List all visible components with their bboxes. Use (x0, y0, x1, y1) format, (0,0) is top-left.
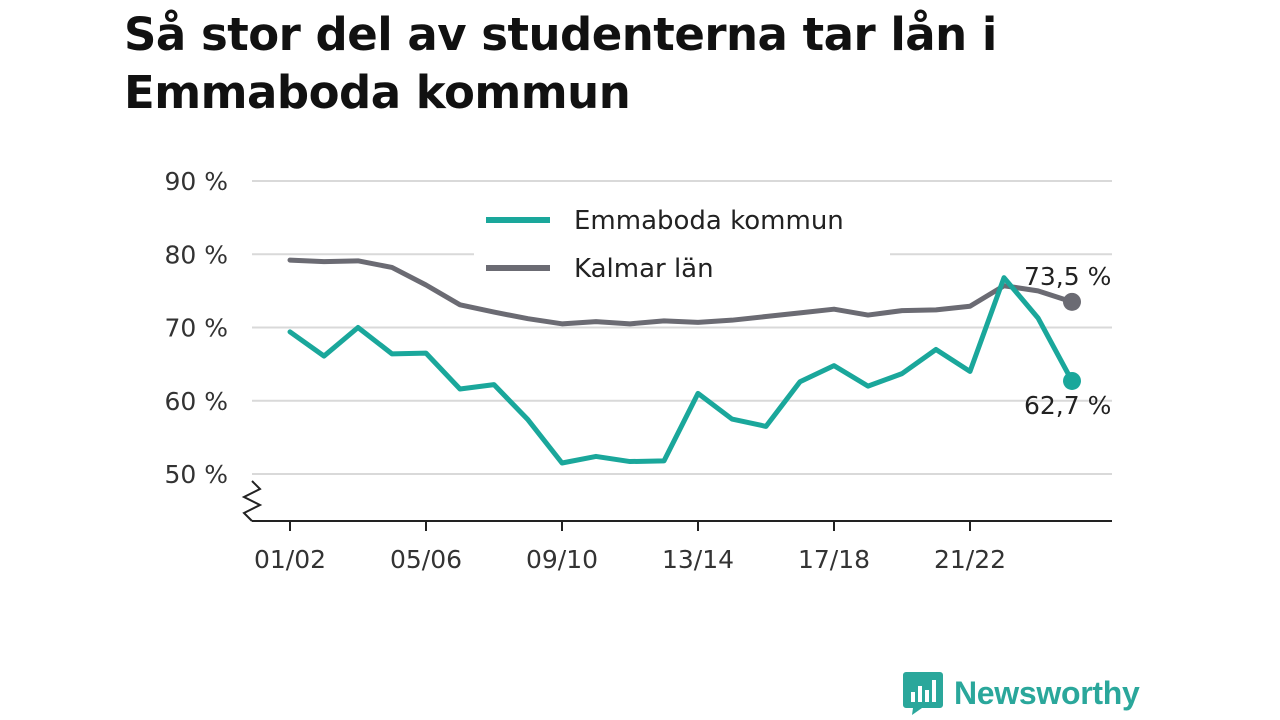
brand-name: Newsworthy (954, 674, 1140, 711)
x-tick-label: 17/18 (798, 545, 870, 574)
brand-logo: Newsworthy (902, 670, 1140, 716)
end-point (1063, 371, 1081, 390)
series-line (287, 257, 1075, 327)
axes (241, 480, 1112, 522)
x-tick-label: 01/02 (254, 545, 326, 574)
series-line (287, 275, 1075, 466)
bar-chart-speech-bubble-icon (903, 672, 943, 715)
chart-title: Så stor del av studenterna tar lån i Emm… (124, 8, 997, 119)
x-tick-label: 21/22 (934, 545, 1006, 574)
end-point (1063, 292, 1081, 311)
x-axis-ticks: 01/02 05/06 09/10 13/14 17/18 21/22 (254, 521, 1006, 574)
y-tick-label: 70 % (164, 314, 228, 343)
x-tick-label: 05/06 (390, 545, 462, 574)
gridlines (252, 180, 1112, 475)
series-lines (287, 257, 1081, 466)
axis-break-icon (241, 480, 263, 522)
legend-label: Kalmar län (574, 254, 714, 284)
end-labels: 62,7 % 73,5 % (1024, 262, 1111, 420)
legend: Emmaboda kommun Kalmar län (474, 196, 890, 292)
legend-label: Emmaboda kommun (574, 206, 844, 236)
end-value-label: 62,7 % (1024, 391, 1111, 420)
x-tick-label: 09/10 (526, 545, 598, 574)
y-tick-label: 60 % (164, 387, 228, 416)
y-tick-label: 90 % (164, 167, 228, 196)
y-tick-label: 80 % (164, 240, 228, 269)
legend-background (474, 196, 890, 292)
x-tick-label: 13/14 (662, 545, 734, 574)
end-value-label: 73,5 % (1024, 262, 1111, 291)
y-tick-label: 50 % (164, 460, 228, 489)
y-axis-ticks: 90 % 80 % 70 % 60 % 50 % (164, 167, 228, 489)
